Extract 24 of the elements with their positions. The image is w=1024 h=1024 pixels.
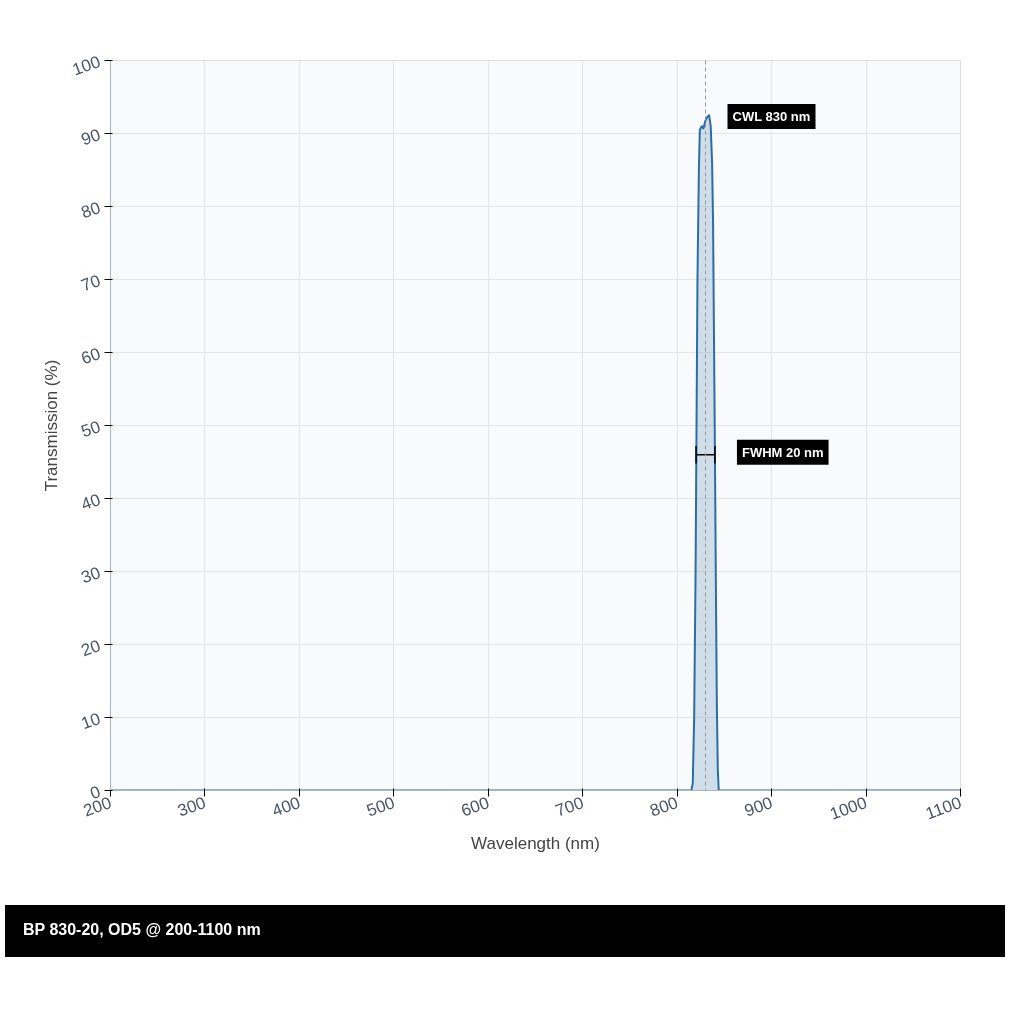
annotation: CWL 830 nm <box>732 108 811 124</box>
x-tick-label: 700 <box>552 793 587 821</box>
y-tick-label: 70 <box>78 271 103 296</box>
x-tick-label: 400 <box>269 793 303 821</box>
y-tick-label: 80 <box>78 198 103 223</box>
x-tick-label: 300 <box>175 793 209 821</box>
y-tick-label: 40 <box>78 490 103 515</box>
y-tick-label: 10 <box>78 709 103 734</box>
y-tick-label: 90 <box>78 125 103 150</box>
x-tick-label: 500 <box>364 793 398 821</box>
y-axis-title: Transmission (%) <box>41 359 61 492</box>
x-tick-label: 800 <box>647 793 681 821</box>
y-tick-label: 50 <box>78 417 103 442</box>
text: BP 830-20, OD5 @ 200-1100 nm <box>23 920 261 940</box>
y-tick-label: 100 <box>69 52 103 80</box>
y-tick-label: 20 <box>78 636 103 661</box>
y-tick-label: 30 <box>78 563 103 588</box>
x-tick-label: 1000 <box>827 793 870 824</box>
x-tick-label: 1100 <box>923 793 964 824</box>
x-tick-label: 600 <box>458 793 492 821</box>
y-tick-label: 60 <box>78 344 103 369</box>
x-tick-label: 900 <box>741 793 776 821</box>
annotation: FWHM 20 nm <box>741 444 824 460</box>
x-axis-title: Wavelength (nm) <box>471 833 600 853</box>
